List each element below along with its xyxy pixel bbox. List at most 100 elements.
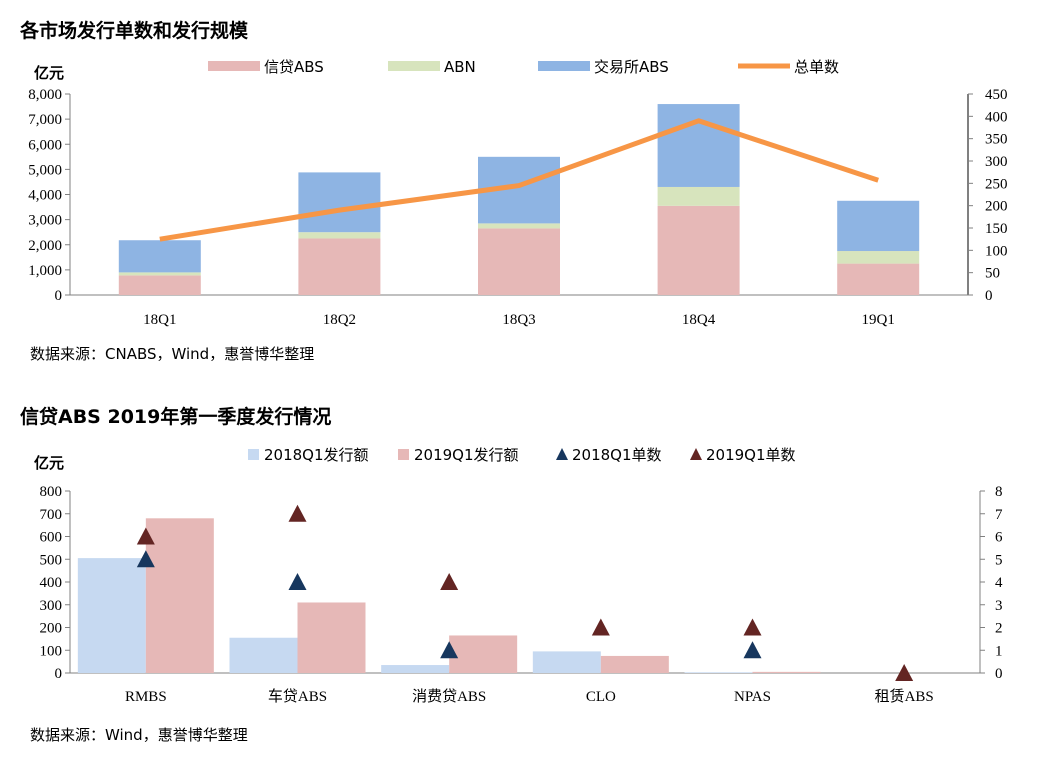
bar-ABN <box>657 186 740 206</box>
bar-2019Q1发行额 <box>449 635 518 673</box>
bar-信贷ABS <box>657 205 740 295</box>
chart1-source: 数据来源：CNABS，Wind，惠誉博华整理 <box>30 345 315 363</box>
y2-tick-label: 3 <box>995 598 1003 614</box>
bar-2019Q1发行额 <box>297 602 366 673</box>
y-tick-label: 6,000 <box>28 137 62 153</box>
legend-swatch <box>398 449 409 460</box>
legend-label: 总单数 <box>794 58 839 76</box>
y-tick-label: 300 <box>40 598 63 614</box>
legend-swatch <box>208 61 260 71</box>
y2-tick-label: 0 <box>985 288 993 304</box>
chart1-title: 各市场发行单数和发行规模 <box>20 20 249 42</box>
y2-tick-label: 5 <box>995 552 1003 568</box>
y2-tick-label: 1 <box>995 643 1003 659</box>
bar-2018Q1发行额 <box>229 637 298 673</box>
marker-2018Q1单数 <box>440 641 459 659</box>
bar-ABN <box>118 272 201 276</box>
y2-tick-label: 4 <box>995 575 1003 591</box>
x-tick-label: 消费贷ABS <box>412 688 486 705</box>
chart2-source: 数据来源：Wind，惠誉博华整理 <box>30 726 248 744</box>
marker-2019Q1单数 <box>288 504 307 522</box>
y-axis-unit: 亿元 <box>34 64 64 82</box>
legend-swatch <box>556 448 568 460</box>
legend-label: 2019Q1发行额 <box>414 446 519 464</box>
y2-tick-label: 250 <box>985 176 1008 192</box>
marker-2019Q1单数 <box>743 618 762 636</box>
marker-2019Q1单数 <box>895 664 914 681</box>
bar-信贷ABS <box>298 238 381 295</box>
y-tick-label: 2,000 <box>28 238 62 254</box>
y-tick-label: 700 <box>40 507 63 523</box>
y2-tick-label: 350 <box>985 132 1008 148</box>
marker-2019Q1单数 <box>136 527 155 545</box>
y-tick-label: 100 <box>40 643 63 659</box>
y2-tick-label: 100 <box>985 243 1008 259</box>
bar-交易所ABS <box>298 172 381 233</box>
marker-2018Q1单数 <box>288 573 307 590</box>
x-tick-label: 18Q4 <box>682 312 716 328</box>
y2-tick-label: 0 <box>995 666 1003 682</box>
bar-信贷ABS <box>118 275 201 295</box>
bar-交易所ABS <box>837 200 920 252</box>
bar-交易所ABS <box>657 104 740 187</box>
y-tick-label: 4,000 <box>28 188 62 204</box>
bar-2019Q1发行额 <box>600 655 669 673</box>
x-tick-label: 租赁ABS <box>875 688 934 705</box>
marker-2019Q1单数 <box>591 618 610 636</box>
y-tick-label: 800 <box>40 484 63 500</box>
bar-2018Q1发行额 <box>532 651 601 673</box>
y2-tick-label: 400 <box>985 109 1008 125</box>
y-tick-label: 8,000 <box>28 87 62 103</box>
y-axis-unit: 亿元 <box>34 454 64 472</box>
bar-ABN <box>478 223 560 229</box>
y2-tick-label: 6 <box>995 530 1003 546</box>
legend-label: 2019Q1单数 <box>706 446 796 464</box>
y-tick-label: 7,000 <box>28 112 62 128</box>
bar-2018Q1发行额 <box>77 558 146 673</box>
y2-tick-label: 2 <box>995 621 1003 637</box>
marker-2018Q1单数 <box>136 550 155 568</box>
y2-tick-label: 8 <box>995 484 1003 500</box>
bar-2019Q1发行额 <box>752 671 821 673</box>
legend-swatch <box>248 449 259 460</box>
y-tick-label: 0 <box>55 288 63 304</box>
legend-swatch <box>690 448 702 460</box>
y-tick-label: 1,000 <box>28 263 62 279</box>
bar-2019Q1发行额 <box>145 518 214 673</box>
y2-tick-label: 50 <box>985 266 1000 282</box>
y2-tick-label: 150 <box>985 221 1008 237</box>
legend-label: 2018Q1发行额 <box>264 446 369 464</box>
x-tick-label: RMBS <box>125 689 167 705</box>
y-tick-label: 600 <box>40 530 63 546</box>
y-tick-label: 200 <box>40 621 63 637</box>
legend-label: 交易所ABS <box>594 58 669 76</box>
bar-ABN <box>837 251 920 264</box>
y-tick-label: 0 <box>55 666 63 682</box>
y2-tick-label: 200 <box>985 199 1008 215</box>
legend-swatch <box>388 61 440 71</box>
bar-2018Q1发行额 <box>684 672 753 673</box>
y2-tick-label: 300 <box>985 154 1008 170</box>
legend-label: 信贷ABS <box>264 58 324 76</box>
y-tick-label: 5,000 <box>28 162 62 178</box>
bar-交易所ABS <box>118 240 201 273</box>
legend-swatch <box>538 61 590 71</box>
x-tick-label: 19Q1 <box>862 312 895 328</box>
x-tick-label: 车贷ABS <box>268 688 327 705</box>
legend-label: ABN <box>444 58 476 76</box>
x-tick-label: CLO <box>586 689 616 705</box>
chart2-title: 信贷ABS 2019年第一季度发行情况 <box>20 406 332 428</box>
x-tick-label: 18Q2 <box>323 312 356 328</box>
x-tick-label: NPAS <box>734 689 771 705</box>
legend-label: 2018Q1单数 <box>572 446 662 464</box>
bar-2018Q1发行额 <box>381 665 450 673</box>
y-tick-label: 3,000 <box>28 213 62 229</box>
line-total-count <box>159 118 879 242</box>
y-tick-label: 500 <box>40 552 63 568</box>
bar-ABN <box>298 232 381 239</box>
y2-tick-label: 450 <box>985 87 1008 103</box>
x-tick-label: 18Q1 <box>143 312 176 328</box>
y2-tick-label: 7 <box>995 507 1003 523</box>
bar-信贷ABS <box>837 263 920 295</box>
